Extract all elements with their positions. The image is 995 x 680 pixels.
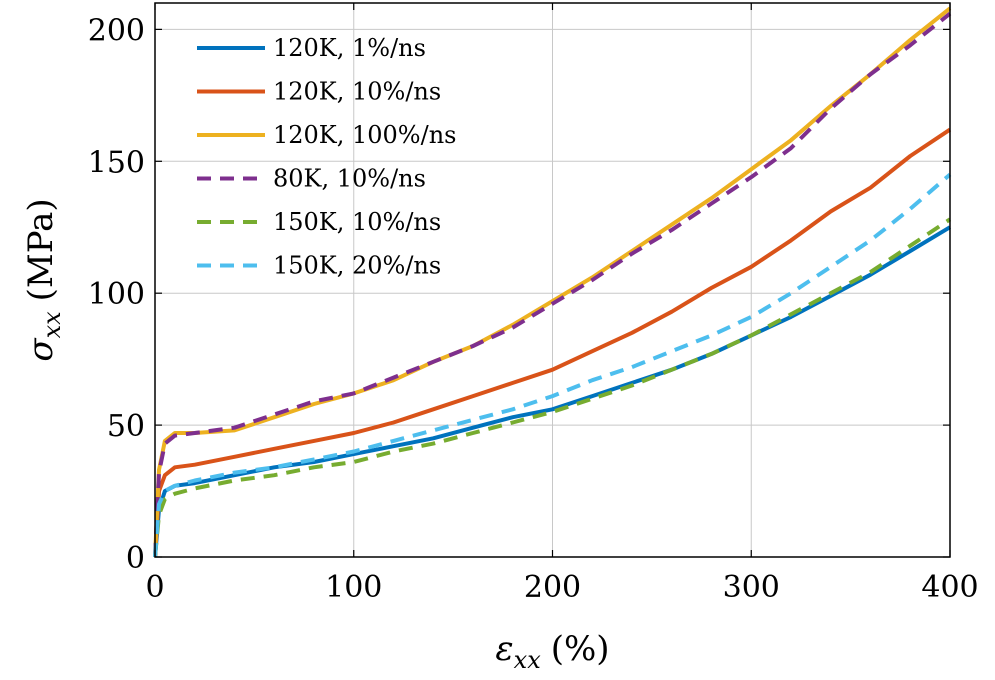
legend-label-5: 150K, 20%/ns xyxy=(273,252,441,280)
legend-label-4: 150K, 10%/ns xyxy=(273,208,441,236)
series-group xyxy=(153,6,952,558)
legend-label-0: 120K, 1%/ns xyxy=(273,34,426,62)
legend-label-3: 80K, 10%/ns xyxy=(273,165,426,193)
y-axis-label: σxx(MPa) xyxy=(21,198,66,361)
ticks: 0 100 200 300 400 0 50 100 150 200 xyxy=(88,3,979,605)
legend: 120K, 1%/ns 120K, 10%/ns 120K, 100%/ns 80K,… xyxy=(197,34,456,280)
series-line-0 xyxy=(153,225,952,558)
series-line-5 xyxy=(153,172,952,558)
y-tick-label: 150 xyxy=(88,145,145,180)
x-axis-label: εxx (%) xyxy=(495,629,609,674)
series-line-1 xyxy=(153,127,952,558)
legend-label-2: 120K, 100%/ns xyxy=(273,121,456,149)
series-line-3 xyxy=(153,12,952,558)
y-tick-label: 200 xyxy=(88,13,145,48)
x-tick-label: 0 xyxy=(145,570,164,605)
series-line-4 xyxy=(153,217,952,558)
x-tick-label: 300 xyxy=(723,570,780,605)
y-tick-label: 100 xyxy=(88,277,145,312)
grid xyxy=(155,3,950,557)
x-tick-label: 100 xyxy=(325,570,382,605)
x-tick-label: 200 xyxy=(524,570,581,605)
y-tick-label: 0 xyxy=(126,541,145,576)
legend-label-1: 120K, 10%/ns xyxy=(273,78,441,106)
y-tick-label: 50 xyxy=(107,409,145,444)
x-tick-label: 400 xyxy=(921,570,978,605)
